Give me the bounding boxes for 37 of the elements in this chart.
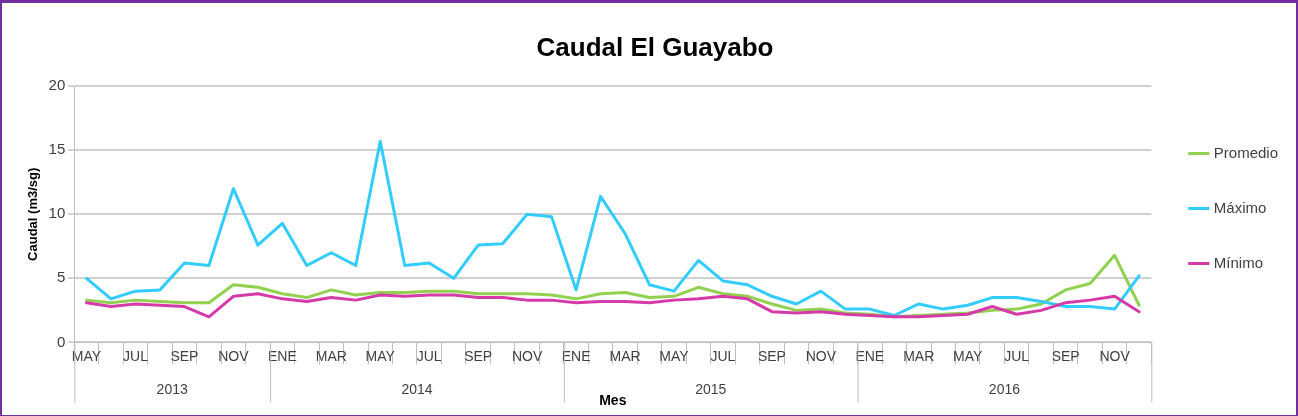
- x-tick-label: MAR: [903, 347, 935, 364]
- x-tick-label: MAR: [609, 347, 641, 364]
- text: 2016: [988, 381, 1021, 398]
- x-tick-label: SEP: [757, 347, 786, 364]
- x-tick-label: JUL: [416, 347, 442, 364]
- chart-title: Caudal El Guayabo: [536, 31, 774, 62]
- x-tick-label: JUL: [123, 347, 149, 364]
- y-tick-label: 0: [56, 332, 66, 350]
- text: 2015: [695, 381, 727, 398]
- x-tick-label: SEP: [1051, 347, 1080, 364]
- x-tick-label: NOV: [805, 347, 837, 364]
- y-tick-label: 20: [48, 76, 66, 94]
- y-tick-label: 15: [48, 140, 66, 158]
- x-tick-label: JUL: [1004, 347, 1030, 364]
- x-tick-label: NOV: [511, 347, 543, 364]
- x-tick-label: MAY: [659, 347, 690, 364]
- y-axis-title: Caudal (m3/sg): [25, 167, 41, 261]
- x-tick-label: SEP: [464, 347, 493, 364]
- x-tick-label: MAY: [71, 347, 102, 364]
- legend-label: Máximo: [1213, 198, 1267, 216]
- x-axis-title: Mes: [599, 392, 627, 409]
- x-tick-label: NOV: [218, 347, 250, 364]
- y-tick-label: 10: [48, 204, 66, 222]
- legend-label: Mínimo: [1213, 253, 1263, 271]
- x-tick-label: NOV: [1099, 347, 1131, 364]
- text: 2014: [401, 381, 433, 398]
- x-tick-label: JUL: [710, 347, 736, 364]
- x-tick-label: MAR: [315, 347, 347, 364]
- y-tick-label: 5: [56, 268, 66, 286]
- x-tick-label: MAY: [365, 347, 396, 364]
- x-tick-label: ENE: [561, 347, 591, 364]
- x-tick-label: ENE: [855, 347, 885, 364]
- x-tick-label: MAY: [953, 347, 984, 364]
- x-tick-label: SEP: [170, 347, 199, 364]
- legend-label: Promedio: [1213, 143, 1279, 161]
- x-tick-label: ENE: [267, 347, 297, 364]
- text: 2013: [156, 381, 188, 398]
